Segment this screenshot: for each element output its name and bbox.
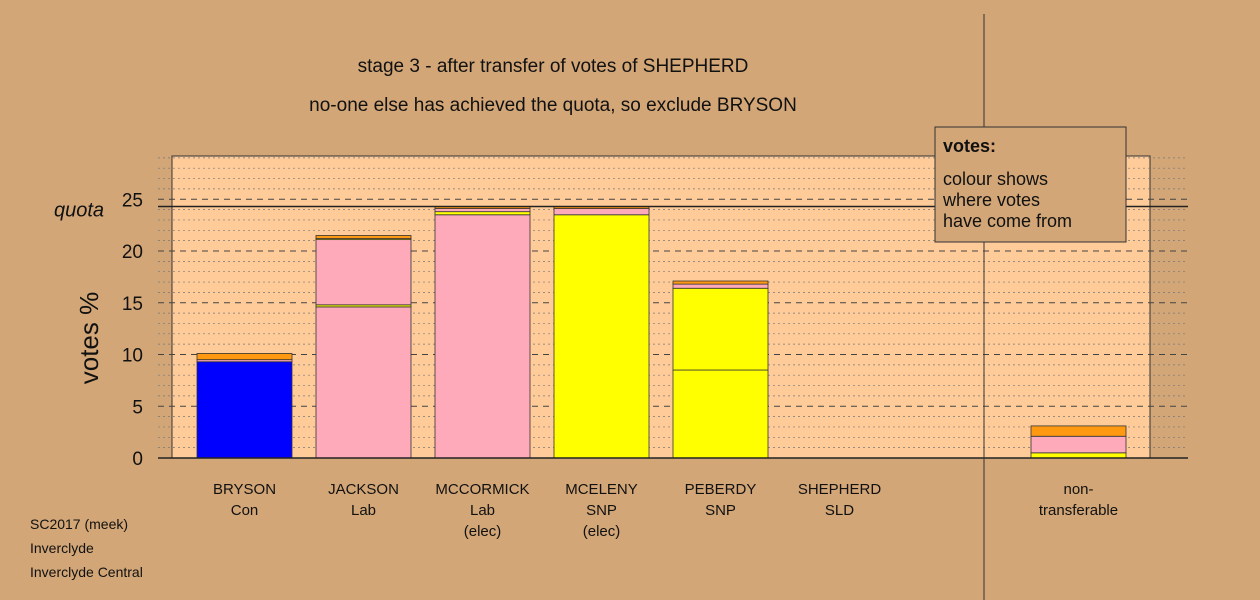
legend-line-1: colour shows	[943, 169, 1048, 189]
bar-bryson-segment-sld	[196, 353, 293, 361]
x-label-nontransferable-1: transferable	[1039, 502, 1118, 519]
legend-line-3: have come from	[943, 211, 1072, 231]
x-label-mccormick-1: Lab	[470, 502, 495, 519]
bar-nontransferable-segment-sld	[1030, 425, 1127, 437]
x-label-mccormick-2: (elec)	[464, 523, 502, 540]
bar-peberdy-segment-snp	[672, 369, 769, 459]
footer-line-2: Inverclyde	[30, 540, 94, 556]
bar-jackson-segment-lab	[315, 306, 412, 459]
y-tick-label: 10	[122, 346, 143, 367]
x-label-mceleny-0: MCELENY	[565, 481, 638, 498]
x-label-mccormick-0: MCCORMICK	[435, 481, 529, 498]
bar-peberdy-segment-snp	[672, 287, 769, 371]
x-label-shepherd-1: SLD	[825, 502, 854, 519]
bar-jackson-segment-sld	[315, 235, 412, 239]
footer-line-1: SC2017 (meek)	[30, 516, 129, 532]
footer-line-3: Inverclyde Central	[30, 564, 143, 580]
quota-label: quota	[54, 199, 104, 221]
x-label-peberdy-1: SNP	[705, 502, 736, 519]
x-label-nontransferable-0: non-	[1063, 481, 1093, 498]
bar-mceleny-segment-lab	[553, 208, 650, 216]
x-label-jackson-0: JACKSON	[328, 481, 399, 498]
x-label-shepherd-0: SHEPHERD	[798, 481, 882, 498]
x-label-peberdy-0: PEBERDY	[685, 481, 757, 498]
legend-line-2: where votes	[942, 190, 1040, 210]
bar-peberdy-segment-lab	[672, 283, 769, 289]
y-tick-label: 20	[122, 242, 143, 263]
legend-box	[934, 126, 1127, 243]
bar-mccormick-segment-snp	[434, 211, 531, 216]
bar-nontransferable-segment-lab	[1030, 435, 1127, 454]
bar-bryson-segment-con	[196, 361, 293, 459]
chart-subtitle: no-one else has achieved the quota, so e…	[309, 95, 797, 116]
bar-nontransferable-segment-snp	[1030, 452, 1127, 459]
y-axis: 0 5 10 15 20 25	[122, 190, 1188, 470]
y-tick-label: 0	[132, 449, 143, 470]
footer: SC2017 (meek) Inverclyde Inverclyde Cent…	[30, 512, 143, 584]
y-tick-label: 15	[122, 294, 143, 315]
legend-title: votes:	[943, 136, 996, 156]
y-axis-label: votes %	[74, 292, 104, 385]
bar-jackson-segment-lab	[315, 239, 412, 306]
x-label-bryson-1: Con	[231, 502, 259, 519]
y-tick-label: 5	[132, 397, 143, 418]
bar-peberdy-segment-sld	[672, 280, 769, 285]
bars	[196, 206, 1127, 459]
x-label-jackson-1: Lab	[351, 502, 376, 519]
legend: votes: colour shows where votes have com…	[934, 126, 1127, 243]
x-label-mceleny-1: SNP	[586, 502, 617, 519]
y-tick-label: 25	[122, 190, 143, 211]
bar-mccormick-segment-lab	[434, 214, 531, 459]
chart-title: stage 3 - after transfer of votes of SHE…	[358, 56, 749, 77]
x-label-bryson-0: BRYSON	[213, 481, 276, 498]
x-labels: BRYSON Con JACKSON Lab MCCORMICK Lab (elec) MCE…	[213, 481, 1118, 540]
bar-mceleny-segment-snp	[553, 214, 650, 459]
x-label-mceleny-2: (elec)	[583, 523, 621, 540]
bar-mccormick-segment-lab	[434, 208, 531, 213]
